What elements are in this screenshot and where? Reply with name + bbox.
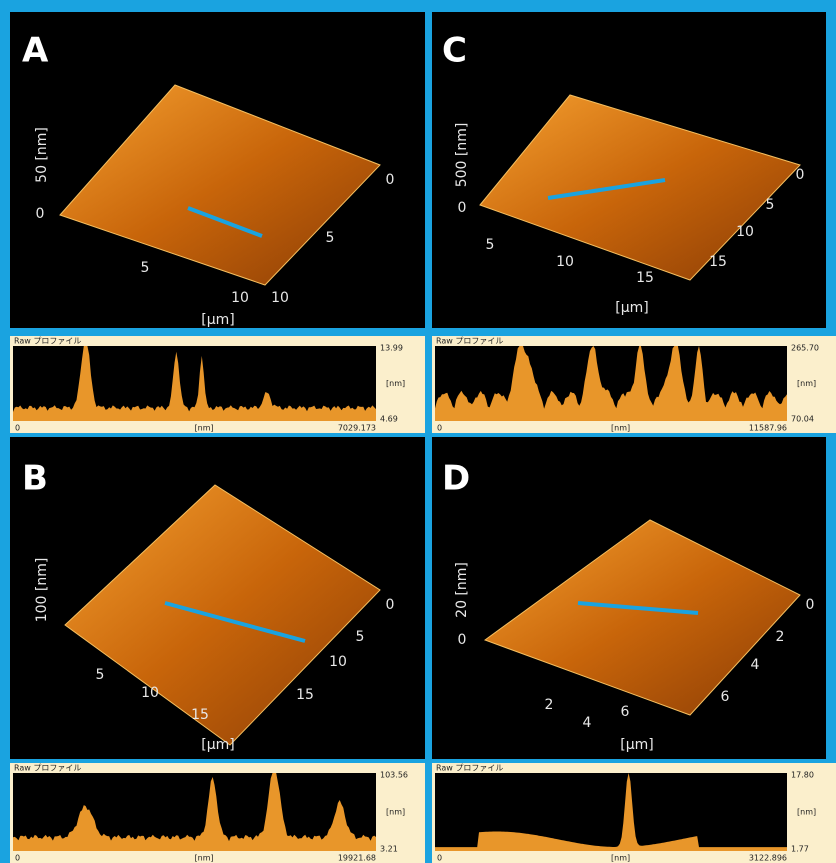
profile-start: 0: [15, 854, 20, 863]
y-tick-label: 5: [356, 629, 365, 645]
profile-unit: [nm]: [386, 379, 405, 388]
x-unit: [μm]: [620, 737, 653, 753]
profile-title: Raw プロファイル: [14, 337, 81, 346]
y-tick-label: 2: [776, 629, 785, 645]
x-tick-label: 6: [621, 704, 630, 720]
figure: A50 [nm]0510[μm]0510Raw プロファイル13.99[nm]4…: [0, 0, 836, 863]
y-tick-label: 5: [326, 230, 335, 246]
x-tick-label: 15: [636, 270, 654, 286]
x-tick-label: 4: [583, 715, 592, 731]
x-tick-label: 2: [545, 697, 554, 713]
z-axis-label: 500 [nm]: [454, 123, 470, 188]
profile-start: 0: [437, 424, 442, 433]
profile-min: 1.77: [791, 845, 809, 854]
profile-title: Raw プロファイル: [14, 764, 81, 773]
profile-end: 11587.96: [749, 424, 787, 433]
profile-start: 0: [437, 854, 442, 863]
panel-label: C: [442, 31, 467, 71]
x-tick-label: 10: [231, 290, 249, 306]
y-tick-label: 10: [271, 290, 289, 306]
profile-max: 103.56: [380, 771, 408, 780]
profile-end: 19921.68: [338, 854, 376, 863]
profile-x-unit: [nm]: [195, 424, 214, 433]
profile-unit: [nm]: [797, 808, 816, 817]
y-tick-label: 10: [329, 654, 347, 670]
profile-title: Raw プロファイル: [436, 337, 503, 346]
x-tick-label: 15: [191, 707, 209, 723]
z-zero: 0: [458, 632, 467, 648]
profile-max: 17.80: [791, 771, 814, 780]
y-tick-label: 15: [296, 687, 314, 703]
profile-x-unit: [nm]: [611, 854, 630, 863]
y-tick-label: 10: [736, 224, 754, 240]
z-zero: 0: [36, 206, 45, 222]
z-axis-label: 20 [nm]: [454, 562, 470, 618]
profile-unit: [nm]: [797, 379, 816, 388]
panel-label: D: [442, 459, 470, 499]
y-tick-label: 0: [806, 597, 815, 613]
panel-label: B: [22, 459, 48, 499]
profile-min: 4.69: [380, 415, 398, 424]
panel-label: A: [22, 31, 49, 71]
x-tick-label: 10: [141, 685, 159, 701]
profile-min: 70.04: [791, 415, 814, 424]
x-tick-label: 5: [486, 237, 495, 253]
profile-max: 265.70: [791, 344, 819, 353]
y-tick-label: 15: [709, 254, 727, 270]
z-zero: 0: [458, 200, 467, 216]
profile-end: 3122.896: [749, 854, 787, 863]
x-tick-label: 10: [556, 254, 574, 270]
z-axis-label: 50 [nm]: [34, 127, 50, 183]
profile-x-unit: [nm]: [611, 424, 630, 433]
y-tick-label: 6: [721, 689, 730, 705]
profile-max: 13.99: [380, 344, 403, 353]
x-unit: [μm]: [615, 300, 648, 316]
y-tick-label: 0: [796, 167, 805, 183]
profile-end: 7029.173: [338, 424, 376, 433]
y-tick-label: 0: [386, 597, 395, 613]
profile-title: Raw プロファイル: [436, 764, 503, 773]
y-tick-label: 5: [766, 197, 775, 213]
z-axis-label: 100 [nm]: [34, 558, 50, 623]
x-unit: [μm]: [201, 737, 234, 753]
x-tick-label: 5: [96, 667, 105, 683]
y-tick-label: 4: [751, 657, 760, 673]
x-unit: [μm]: [201, 312, 234, 328]
y-tick-label: 0: [386, 172, 395, 188]
profile-start: 0: [15, 424, 20, 433]
profile-unit: [nm]: [386, 808, 405, 817]
x-tick-label: 5: [141, 260, 150, 276]
profile-min: 3.21: [380, 845, 398, 854]
profile-x-unit: [nm]: [195, 854, 214, 863]
